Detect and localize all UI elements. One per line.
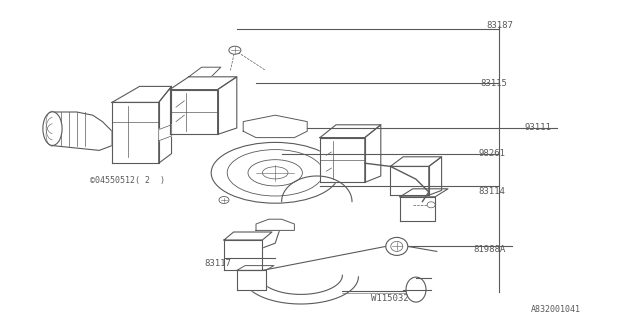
Polygon shape	[159, 86, 172, 163]
Polygon shape	[237, 270, 266, 290]
Text: 81988A: 81988A	[474, 245, 506, 254]
Polygon shape	[400, 189, 448, 197]
Text: 93111: 93111	[525, 124, 552, 132]
Text: 83115: 83115	[480, 79, 507, 88]
Text: W115032: W115032	[371, 294, 409, 303]
Polygon shape	[224, 240, 262, 270]
Text: 83117: 83117	[205, 259, 232, 268]
Polygon shape	[224, 232, 272, 240]
Polygon shape	[52, 112, 112, 150]
Text: 98261: 98261	[479, 149, 506, 158]
Polygon shape	[170, 90, 218, 134]
Polygon shape	[112, 102, 159, 163]
Polygon shape	[256, 219, 294, 230]
Ellipse shape	[219, 196, 229, 204]
Ellipse shape	[229, 46, 241, 54]
Ellipse shape	[386, 237, 408, 255]
Ellipse shape	[211, 142, 339, 203]
Ellipse shape	[406, 277, 426, 302]
Polygon shape	[159, 125, 172, 141]
Polygon shape	[390, 157, 442, 166]
Polygon shape	[390, 166, 429, 195]
Polygon shape	[237, 266, 274, 270]
Ellipse shape	[427, 202, 435, 208]
Ellipse shape	[43, 112, 62, 145]
Polygon shape	[365, 125, 381, 182]
Polygon shape	[320, 138, 365, 182]
Text: ©04550512( 2  ): ©04550512( 2 )	[90, 176, 164, 185]
Polygon shape	[400, 197, 435, 221]
Polygon shape	[320, 125, 381, 138]
Polygon shape	[189, 67, 221, 77]
Polygon shape	[112, 86, 172, 102]
Text: 83114: 83114	[479, 188, 506, 196]
Polygon shape	[243, 115, 307, 138]
Polygon shape	[429, 157, 442, 195]
Text: 83187: 83187	[486, 21, 513, 30]
Text: A832001041: A832001041	[531, 305, 581, 314]
Polygon shape	[170, 77, 237, 90]
Polygon shape	[218, 77, 237, 134]
